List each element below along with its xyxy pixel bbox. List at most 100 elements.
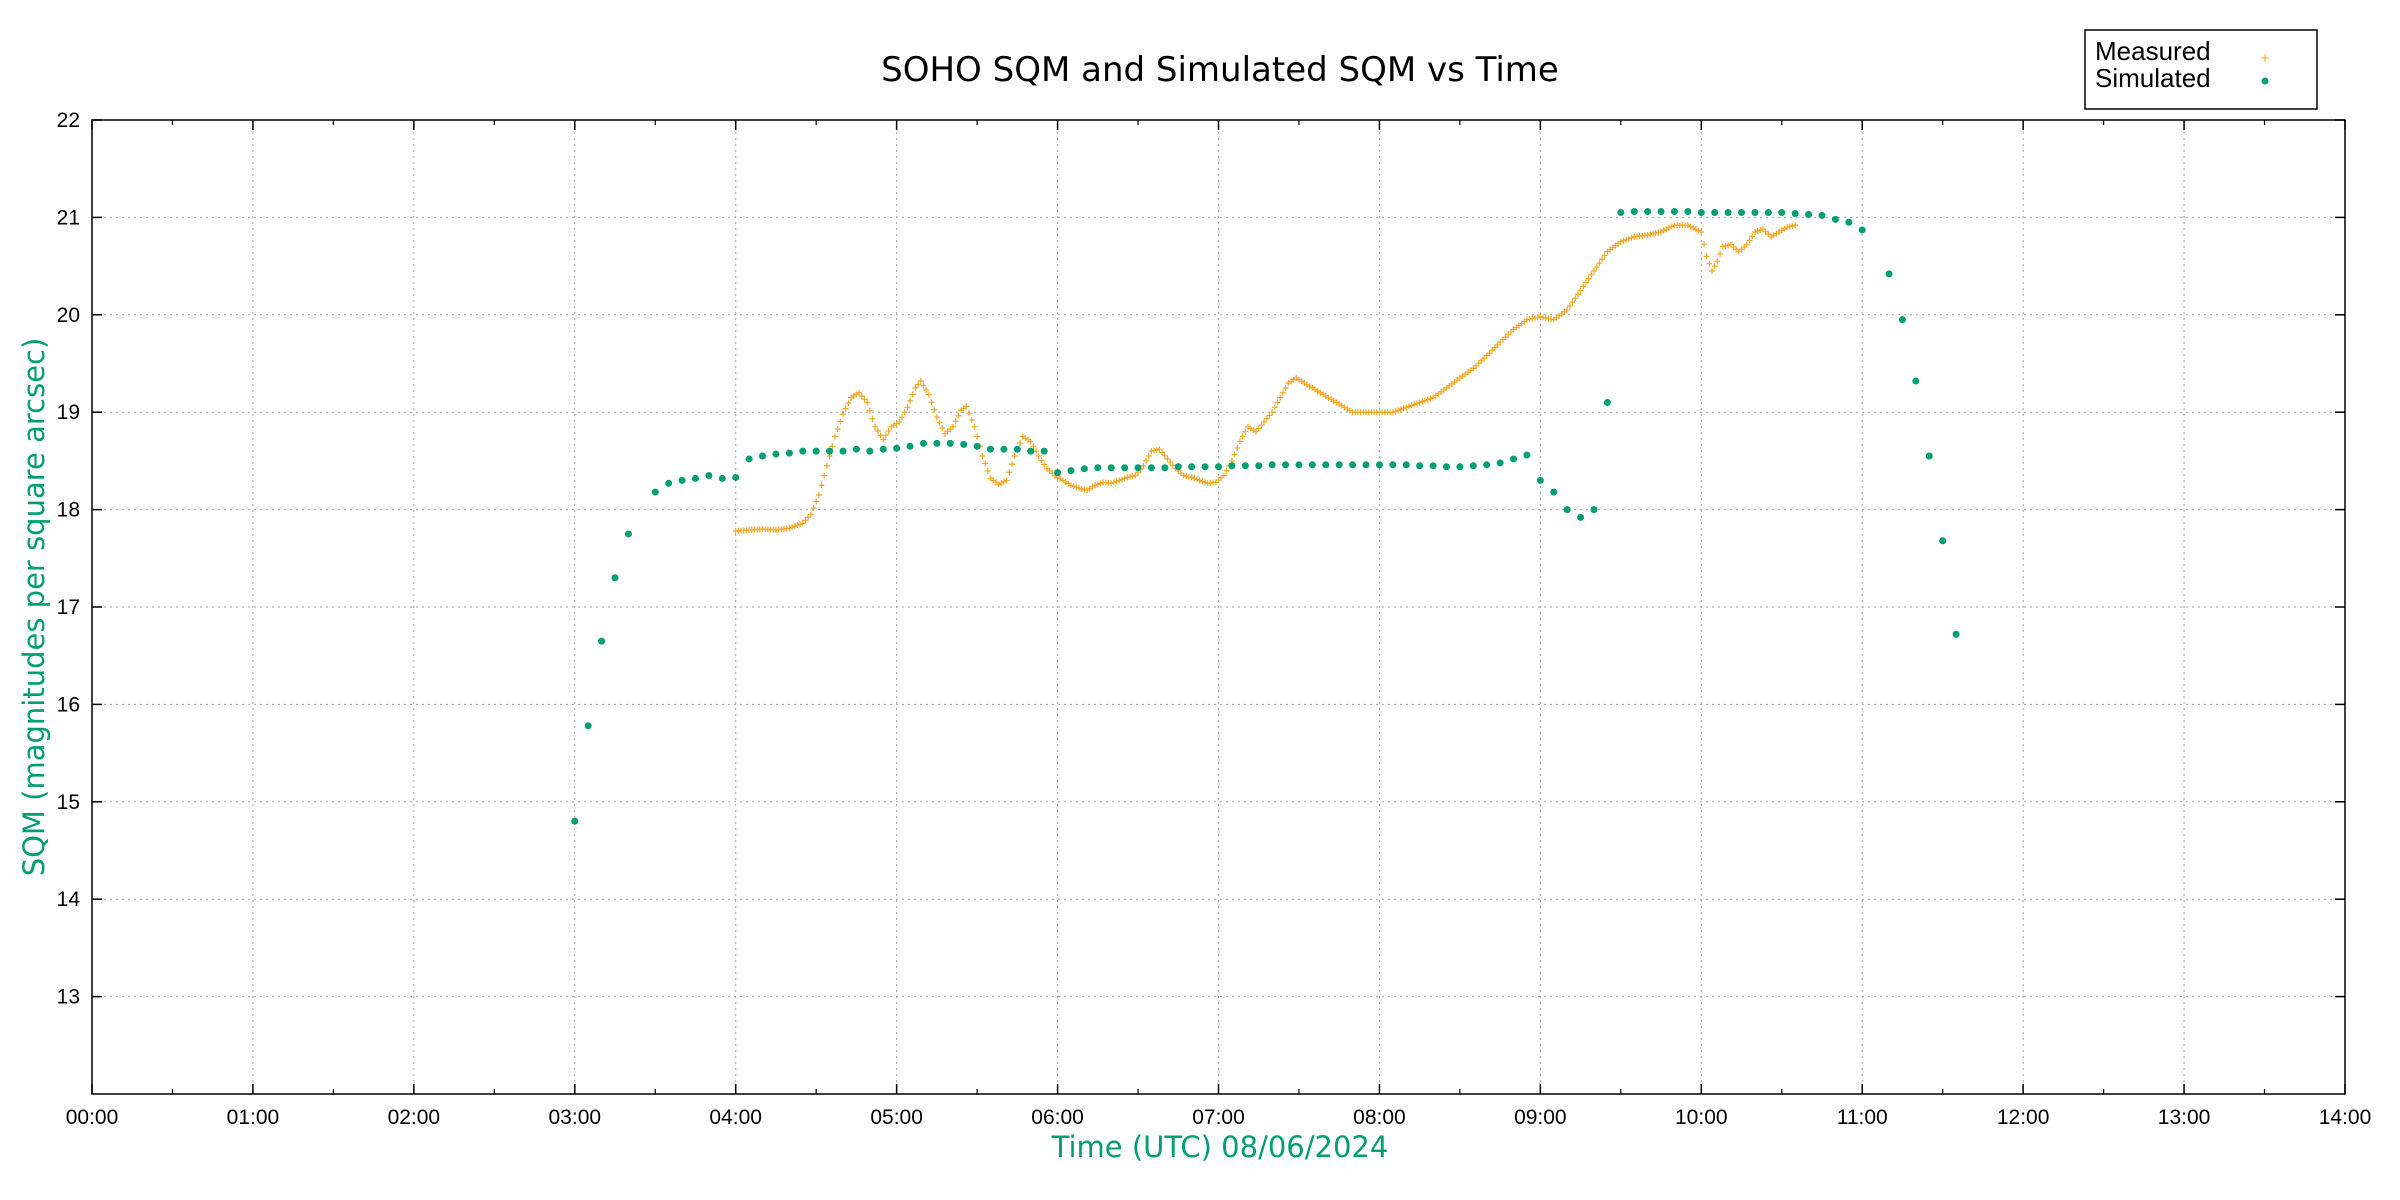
simulated-point xyxy=(759,452,767,460)
measured-point xyxy=(952,418,959,425)
measured-point xyxy=(1690,224,1697,231)
measured-point xyxy=(864,399,871,406)
measured-point xyxy=(1698,229,1705,236)
measured-point xyxy=(1786,223,1793,230)
simulated-point xyxy=(624,530,632,538)
measured-point xyxy=(1258,422,1265,429)
measured-point xyxy=(1266,412,1273,419)
measured-point xyxy=(1751,229,1758,236)
measured-point xyxy=(1070,483,1077,490)
measured-point xyxy=(1395,407,1402,414)
measured-point xyxy=(1403,404,1410,411)
simulated-point xyxy=(1013,445,1021,453)
measured-point xyxy=(1030,443,1037,450)
measured-point xyxy=(1663,226,1670,233)
legend-marker-simulated xyxy=(2261,77,2269,85)
measured-point xyxy=(1234,444,1241,451)
measured-point xyxy=(869,415,876,422)
simulated-point xyxy=(1738,209,1746,217)
measured-point xyxy=(810,504,817,511)
measured-point xyxy=(899,414,906,421)
measured-point xyxy=(936,419,943,426)
measured-point xyxy=(1183,473,1190,480)
measured-point xyxy=(821,472,828,479)
legend-label-measured: Measured xyxy=(2095,36,2211,66)
measured-point xyxy=(968,416,975,423)
measured-point xyxy=(1706,260,1713,267)
measured-point xyxy=(1148,448,1155,455)
simulated-point xyxy=(651,488,659,496)
measured-point xyxy=(1143,457,1150,464)
simulated-point xyxy=(1670,208,1678,216)
simulated-point xyxy=(946,439,954,447)
measured-point xyxy=(1188,474,1195,481)
measured-point xyxy=(1722,242,1729,249)
measured-point xyxy=(904,404,911,411)
measured-point xyxy=(1282,384,1289,391)
measured-point xyxy=(971,423,978,430)
simulated-point xyxy=(1630,208,1638,216)
measured-point xyxy=(1269,409,1276,416)
measured-point xyxy=(1596,260,1603,267)
y-tick-label: 13 xyxy=(57,986,80,1009)
measured-point xyxy=(885,428,892,435)
measured-point xyxy=(840,411,846,418)
simulated-point xyxy=(1912,377,1920,385)
measured-point xyxy=(1617,238,1624,245)
measured-point xyxy=(1593,264,1600,271)
measured-point xyxy=(1719,243,1726,250)
simulated-point xyxy=(1349,461,1357,469)
measured-point xyxy=(1255,425,1262,432)
measured-point xyxy=(1097,480,1104,487)
measured-point xyxy=(1129,473,1136,480)
measured-point xyxy=(1277,394,1284,401)
measured-point xyxy=(880,436,887,443)
grid-lines xyxy=(92,120,2345,1094)
measured-point xyxy=(858,392,865,399)
measured-point xyxy=(1397,406,1404,413)
measured-point xyxy=(1582,279,1589,286)
measured-point xyxy=(1116,477,1123,484)
measured-point xyxy=(1151,447,1158,454)
simulated-point xyxy=(1496,459,1504,467)
simulated-point xyxy=(1483,461,1491,469)
measured-point xyxy=(856,389,863,396)
simulated-point xyxy=(1375,461,1383,469)
measured-point xyxy=(1067,482,1074,489)
x-tick-label: 14:00 xyxy=(2319,1106,2372,1129)
measured-point xyxy=(818,482,825,489)
measured-point xyxy=(1035,453,1042,460)
measured-point xyxy=(834,426,841,433)
measured-point xyxy=(1199,478,1206,485)
simulated-point xyxy=(1764,209,1772,217)
simulated-point xyxy=(1456,463,1464,471)
simulated-point xyxy=(893,444,901,452)
measured-point xyxy=(955,412,962,419)
simulated-point xyxy=(1201,463,1209,471)
measured-point xyxy=(1263,415,1270,422)
simulated-point xyxy=(1617,209,1625,217)
measured-point xyxy=(979,453,986,460)
measured-point xyxy=(1153,446,1160,453)
measured-point xyxy=(998,479,1005,486)
measured-point xyxy=(1700,241,1707,248)
measured-point xyxy=(1601,252,1608,259)
x-tick-label: 05:00 xyxy=(870,1106,923,1129)
axis-ticks: 00:00 01:00 02:00 03:00 04:00 05:00 06:00 07:00… xyxy=(57,109,2372,1129)
measured-point xyxy=(789,524,796,531)
measured-point xyxy=(1156,446,1163,453)
measured-point xyxy=(1159,449,1166,456)
simulated-point xyxy=(1308,461,1316,469)
simulated-point xyxy=(745,455,753,463)
measured-point xyxy=(1242,428,1249,435)
simulated-point xyxy=(598,637,606,645)
simulated-point xyxy=(1751,209,1759,217)
simulated-point xyxy=(1121,464,1129,472)
simulated-series xyxy=(571,208,1960,825)
measured-point xyxy=(931,406,938,413)
measured-point xyxy=(1003,477,1010,484)
measured-point xyxy=(877,432,884,439)
measured-point xyxy=(1202,479,1209,486)
y-tick-label: 21 xyxy=(57,206,80,229)
